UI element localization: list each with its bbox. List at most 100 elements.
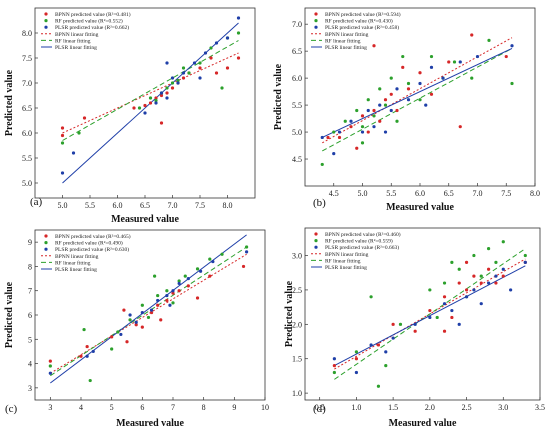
fit-line (334, 265, 526, 367)
x-tick-label: 2.0 (425, 403, 435, 412)
data-point (458, 125, 462, 129)
data-point (149, 310, 154, 315)
data-point (198, 66, 202, 70)
data-point (245, 250, 249, 254)
legend-label: RF linear fitting (325, 37, 361, 44)
x-tick-label: 5.5 (85, 201, 95, 210)
x-tick-label: 5.5 (386, 189, 396, 198)
data-point (383, 130, 388, 134)
data-point (395, 87, 399, 91)
data-point (376, 384, 381, 388)
x-tick-label: 5 (110, 403, 114, 412)
x-tick-label: 9 (232, 403, 236, 412)
data-point (181, 66, 186, 70)
data-point (156, 298, 160, 303)
data-point (378, 103, 382, 107)
legend-marker (314, 245, 318, 249)
data-point (470, 33, 474, 37)
y-axis-label: Predicted value (4, 69, 15, 136)
data-point (332, 357, 336, 361)
data-point (389, 92, 393, 96)
data-point (128, 318, 132, 322)
data-point (154, 98, 158, 103)
data-point (140, 325, 144, 329)
data-point (355, 146, 359, 150)
data-point (354, 357, 359, 361)
y-tick-label: 3 (28, 384, 32, 393)
data-point (479, 274, 483, 278)
y-tick-label: 5.5 (22, 154, 32, 163)
legend-marker (314, 25, 318, 29)
data-point (494, 274, 498, 278)
data-point (79, 354, 83, 358)
y-axis-label: Predicted value (284, 280, 295, 347)
data-point (154, 96, 158, 100)
x-tick-label: 5.0 (58, 201, 68, 210)
data-point (122, 308, 126, 312)
data-point (198, 61, 202, 65)
data-point (494, 260, 498, 264)
x-tick-label: 8 (202, 403, 206, 412)
legend-label: PLSR predicted value (R²=0.663) (325, 244, 399, 251)
data-point (110, 347, 114, 351)
data-point (171, 289, 175, 293)
x-tick-label: 6.5 (444, 189, 454, 198)
data-point (192, 61, 197, 65)
data-point (177, 281, 181, 286)
y-tick-label: 7.5 (22, 54, 32, 63)
data-point (349, 119, 353, 123)
data-point (159, 121, 164, 125)
data-point (472, 274, 476, 278)
x-tick-label: 8.0 (223, 201, 233, 210)
panel-d: 0.5 1.0 1.5 2.0 2.5 3.0 3.5 1.0 1.5 2.0 2.5 3.0 Meas… (284, 227, 545, 428)
data-point (487, 38, 491, 42)
x-tick-label: 3.5 (535, 403, 545, 412)
data-point (85, 354, 89, 358)
y-tick-label: 5.0 (292, 128, 302, 137)
y-tick-label: 2.0 (292, 320, 302, 329)
data-point (406, 81, 411, 86)
data-point (110, 335, 114, 339)
data-point (472, 288, 476, 292)
fit-line (62, 40, 239, 141)
legend-label: BPNN linear fitting (325, 251, 369, 258)
data-point (523, 260, 527, 264)
data-point (429, 65, 434, 69)
legend-label: PLSR linear fitting (325, 264, 367, 271)
data-point (203, 51, 208, 55)
data-point (88, 378, 92, 383)
data-point (406, 98, 411, 102)
data-point (186, 276, 190, 281)
data-point (165, 91, 169, 95)
data-point (395, 108, 399, 113)
data-point (320, 162, 324, 167)
data-point (241, 264, 246, 269)
data-point (208, 257, 212, 261)
y-tick-label: 7.0 (292, 20, 302, 29)
x-axis-label: Measured value (386, 202, 454, 213)
data-point (401, 65, 405, 69)
fit-line (322, 48, 513, 152)
data-point (211, 259, 215, 264)
data-point (435, 315, 439, 320)
data-point (457, 267, 461, 271)
legend-label: PLSR linear fitting (55, 44, 97, 51)
data-point (236, 16, 241, 20)
data-point (170, 86, 175, 90)
x-tick-label: 10 (261, 403, 269, 412)
legend-label: BPNN linear fitting (325, 31, 369, 38)
fit-line (322, 48, 513, 138)
data-point (236, 31, 241, 35)
panel-label: (a) (30, 196, 43, 208)
x-tick-label: 2.5 (462, 403, 472, 412)
data-point (332, 370, 336, 375)
data-point (486, 281, 491, 285)
plot-frame (304, 227, 541, 401)
data-point (383, 98, 388, 102)
legend-label: BPNN predicted value (R²=0.460) (325, 231, 401, 238)
y-tick-label: 6.0 (292, 74, 302, 83)
data-point (187, 71, 191, 75)
x-tick-label: 0.5 (315, 403, 325, 412)
data-point (510, 44, 514, 48)
data-point (384, 364, 388, 368)
